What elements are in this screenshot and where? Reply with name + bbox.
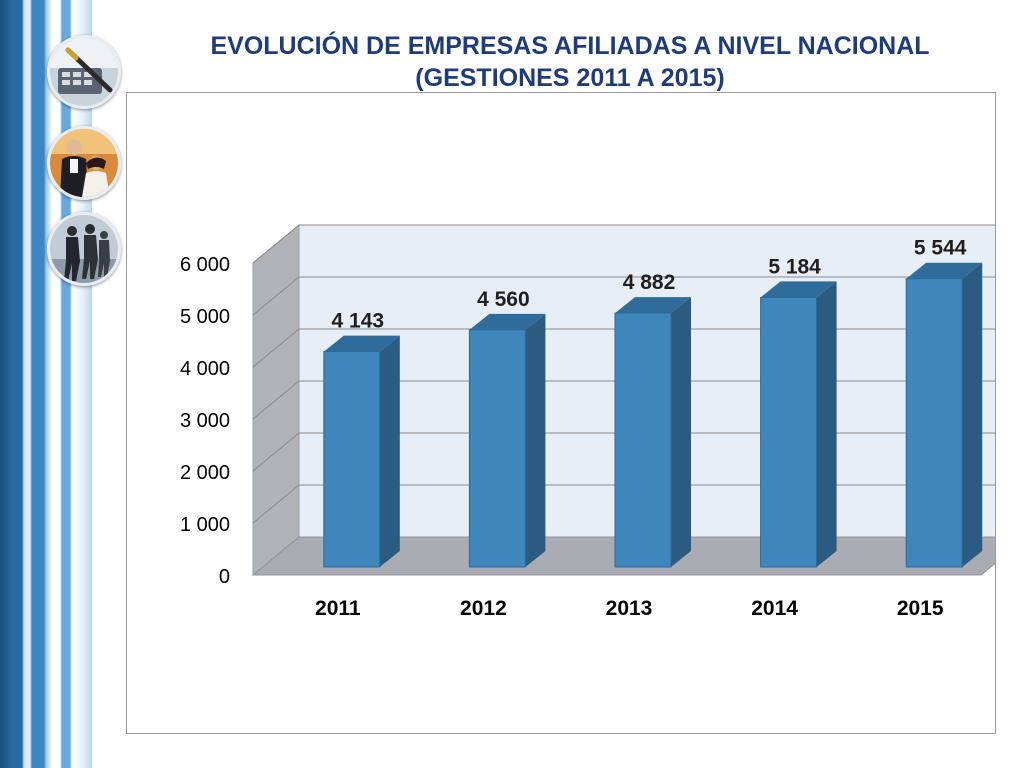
- bar: [323, 351, 381, 568]
- bar: [614, 312, 672, 568]
- data-label: 5 184: [768, 255, 821, 278]
- pen-and-calculator-photo-icon: [47, 35, 121, 109]
- slide-title-line-1: EVOLUCIÓN DE EMPRESAS AFILIADAS A NIVEL …: [210, 32, 930, 60]
- bar: [468, 329, 526, 568]
- gridline: [252, 276, 995, 316]
- business-people-meeting-photo-icon: [47, 126, 121, 200]
- data-label: 4 882: [623, 271, 676, 294]
- y-tick-label: 0: [219, 566, 230, 588]
- bar-side: [816, 281, 837, 567]
- bar-top: [323, 335, 400, 352]
- bar: [760, 296, 818, 568]
- bar-side: [379, 335, 400, 567]
- slide-title: EVOLUCIÓN DE EMPRESAS AFILIADAS A NIVEL …: [130, 30, 1010, 94]
- left-decorative-band: [0, 0, 92, 768]
- bar: [905, 278, 963, 568]
- bar-chart: 0 1 000 2 000 3 000 4 000 5 000 6 000 4 143 2011…: [180, 223, 995, 620]
- y-tick-label: 1 000: [180, 514, 230, 536]
- bar-top: [760, 281, 837, 298]
- y-tick-label: 2 000: [180, 462, 230, 484]
- bar-top: [469, 313, 546, 330]
- data-label: 4 143: [332, 310, 385, 333]
- bar-top: [906, 262, 983, 279]
- bar-side: [962, 262, 983, 567]
- bar-side: [525, 313, 546, 567]
- data-label: 5 544: [914, 237, 967, 260]
- y-tick-label: 6 000: [180, 254, 230, 276]
- bar-side: [671, 297, 691, 567]
- bar-top: [615, 297, 691, 314]
- chart-frame: 0 1 000 2 000 3 000 4 000 5 000 6 000 4 143 2011…: [126, 92, 996, 734]
- data-label: 4 560: [477, 288, 530, 311]
- x-category-label: 2012: [460, 597, 507, 620]
- x-category-label: 2014: [751, 597, 798, 620]
- business-people-walking-photo-icon: [47, 212, 121, 286]
- y-tick-label: 5 000: [180, 306, 230, 328]
- slide-title-line-2: (GESTIONES 2011 A 2015): [415, 64, 725, 92]
- x-category-label: 2013: [606, 597, 653, 620]
- gridline: [252, 224, 995, 264]
- y-tick-label: 4 000: [180, 358, 230, 380]
- x-category-label: 2015: [897, 597, 944, 620]
- y-tick-label: 3 000: [180, 410, 230, 432]
- x-category-label: 2011: [315, 597, 361, 620]
